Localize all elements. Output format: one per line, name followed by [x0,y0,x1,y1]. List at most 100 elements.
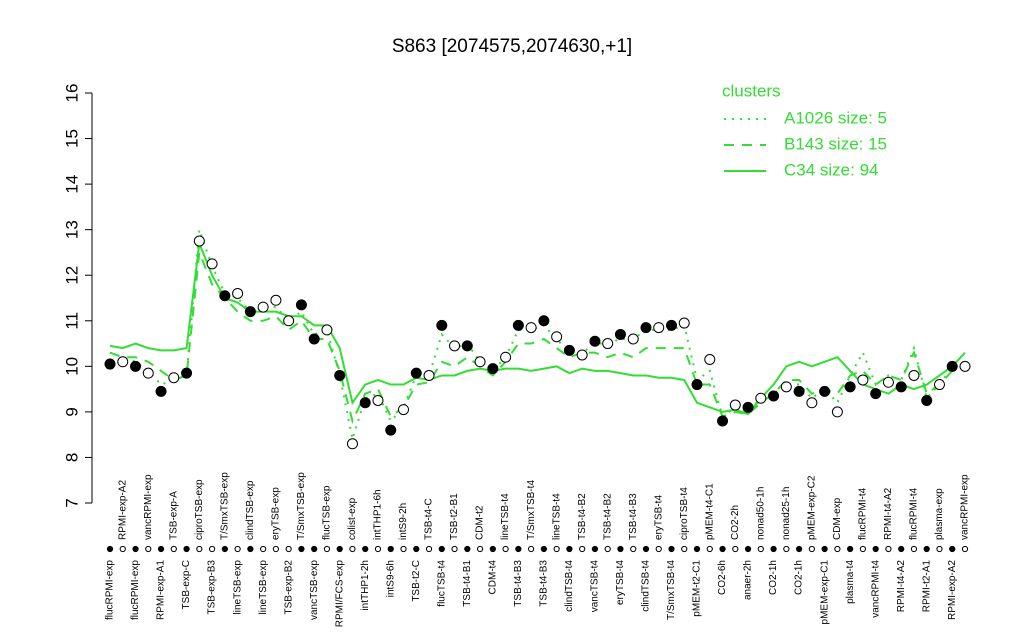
rug-point [681,545,688,553]
x-tick-label: plasma-exp [934,488,945,540]
y-tick-label: 11 [62,312,81,330]
point [512,319,524,331]
point [895,381,907,393]
rug-point [208,545,216,553]
point [359,397,371,409]
x-tick-label: flucTSB-t4 [436,560,447,607]
rug-point [732,545,739,553]
x-tick-label: TSB-t4-B3 [539,560,550,607]
x-tick-label: TSB-t2-B1 [449,493,460,540]
legend-title: clusters [722,81,781,100]
point [487,363,499,375]
rug-point [566,545,573,553]
rug-point [783,545,790,553]
rug-point [604,545,611,553]
rug-point [400,545,407,553]
rug-point [540,545,547,553]
x-tick-label: TSB-t4-B2 [577,493,588,540]
x-tick-label: nonad50-1h [755,487,766,540]
x-tick-label: vancTSB-exp [309,560,320,620]
rug-point [579,545,586,553]
rug-point [961,545,969,553]
point [449,340,461,352]
point [563,344,575,356]
point [168,372,180,384]
x-tick-label: T/SmxTSB-exp [296,472,307,540]
rug-point [553,545,560,553]
y-tick-label: 16 [62,84,81,103]
point [819,385,831,397]
rug-point [285,545,292,553]
x-tick-label: vancRPMI-exp [960,474,971,540]
rug-point [272,545,279,553]
point [780,381,792,393]
point [525,322,537,334]
rug-point [693,545,701,553]
rug-point [847,545,854,553]
x-tick-label: RPMI-t4-A2 [883,487,894,540]
point [857,374,869,386]
legend-label: A1026 size: 5 [784,108,887,127]
x-tick-label: TSB-exp-B3 [207,560,218,615]
x-tick-label: CO2-6h [717,560,728,595]
point [257,301,269,313]
rug-point [362,545,369,553]
rug-point [949,545,956,553]
point [346,438,358,450]
point [844,381,856,393]
rug-point [476,545,484,553]
point [385,424,397,436]
point [270,294,282,306]
point [933,379,945,391]
rug-point [885,545,892,553]
x-tick-label: flucRPMI-exp [105,560,116,620]
x-tick-label: eryTSB-t4 [653,495,664,540]
rug-point [872,545,879,553]
y-tick-label: 9 [62,407,81,416]
point [653,322,665,334]
rug-point [336,545,343,553]
x-tick-label: RPMI-exp-A2 [947,560,958,620]
point [372,395,384,406]
x-tick-label: T/SmxTSB-t4 [526,480,537,540]
point [117,356,129,368]
rug-point [770,545,777,553]
rug-point [374,545,382,553]
point [921,395,933,406]
rug-point [796,545,803,553]
rug-point [528,545,535,553]
y-tick-label: 12 [62,266,81,285]
rug-point [311,545,318,553]
x-tick-label: CDM-t4 [487,560,498,595]
point [768,390,780,402]
point [155,385,167,397]
rug-point [260,545,267,553]
x-tick-label: ciproTSB-t4 [679,487,690,540]
x-tick-label: flucRPMI-t4 [858,487,869,540]
cluster-line [109,252,966,424]
x-tick-label: RPMI-t2-A1 [921,560,932,613]
x-tick-label: RPMI-t4-A2 [896,560,907,613]
x-tick-label: CDM-t2 [475,505,486,540]
point [908,369,920,381]
rug-point [898,545,905,553]
legend-label: C34 size: 94 [784,160,879,179]
point [755,392,767,404]
rug-point [642,545,650,553]
x-tick-label: TSB-t4-B1 [462,560,473,607]
point [602,338,614,350]
point [614,328,626,340]
rug-point [157,545,165,553]
rug-point [438,545,445,553]
rug-point [221,545,228,553]
x-tick-label: CDM-exp [832,497,843,540]
rug-point [668,545,675,553]
x-tick-label: pMEM-exp-C1 [819,560,830,625]
x-tick-label: pMEM-t4-C1 [704,483,715,540]
point [334,369,346,381]
point [691,379,703,391]
point [576,349,588,361]
x-tick-label: intTHP1-2h [360,560,371,611]
point [104,358,116,370]
point [206,258,218,270]
